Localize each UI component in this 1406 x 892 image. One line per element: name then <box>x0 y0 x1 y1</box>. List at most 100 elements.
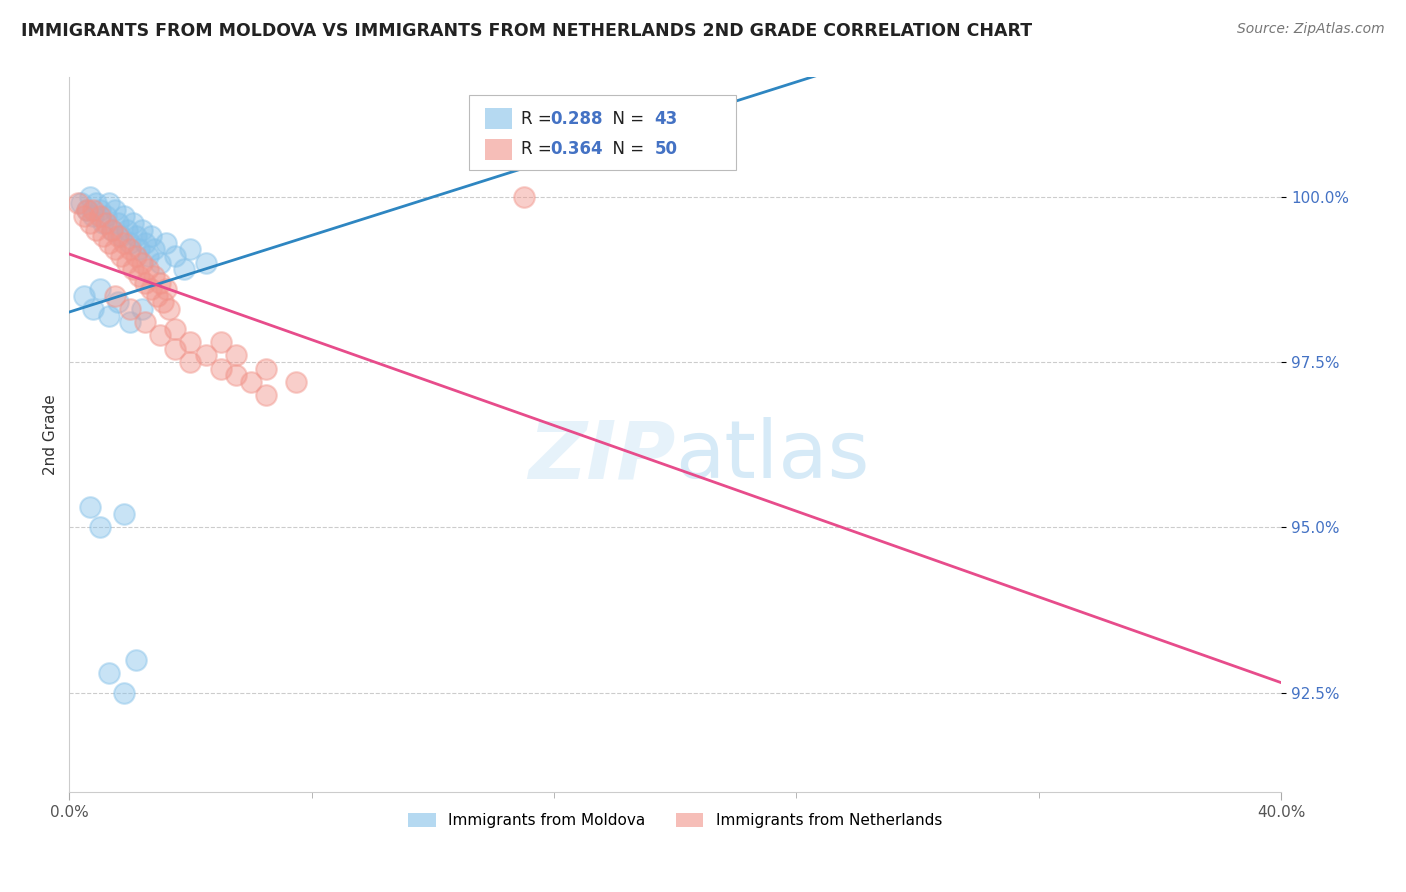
Point <box>100 222 122 236</box>
FancyBboxPatch shape <box>485 108 512 129</box>
Point <box>70 196 93 211</box>
Point <box>94 210 117 224</box>
Point <box>173 262 195 277</box>
Point <box>225 348 247 362</box>
Point <box>149 276 172 290</box>
Point <box>136 262 159 277</box>
Point <box>91 216 114 230</box>
Point <box>110 229 132 244</box>
Point <box>131 255 153 269</box>
Point <box>146 289 169 303</box>
Point <box>136 249 159 263</box>
Point <box>89 210 111 224</box>
Point <box>118 315 141 329</box>
Point <box>165 249 187 263</box>
Point <box>112 210 135 224</box>
Text: IMMIGRANTS FROM MOLDOVA VS IMMIGRANTS FROM NETHERLANDS 2ND GRADE CORRELATION CHA: IMMIGRANTS FROM MOLDOVA VS IMMIGRANTS FR… <box>21 22 1032 40</box>
Point <box>104 202 127 217</box>
Point <box>79 500 101 515</box>
Point <box>152 295 174 310</box>
Point <box>179 355 201 369</box>
Point <box>121 216 143 230</box>
Point <box>91 229 114 244</box>
Point <box>89 282 111 296</box>
Text: N =: N = <box>602 110 650 128</box>
Point <box>131 222 153 236</box>
Point <box>121 262 143 277</box>
Point <box>125 229 148 244</box>
Point <box>149 255 172 269</box>
Point <box>285 375 308 389</box>
Point <box>165 342 187 356</box>
Point <box>112 507 135 521</box>
Point <box>118 235 141 250</box>
Text: 0.288: 0.288 <box>550 110 603 128</box>
Point <box>100 222 122 236</box>
Point <box>155 235 177 250</box>
Text: N =: N = <box>602 140 650 158</box>
Point <box>94 216 117 230</box>
Point <box>254 361 277 376</box>
Point <box>104 243 127 257</box>
Point <box>512 189 534 203</box>
Point <box>155 282 177 296</box>
Point <box>254 388 277 402</box>
Point <box>179 243 201 257</box>
Point <box>115 255 138 269</box>
Text: R =: R = <box>522 140 557 158</box>
Point <box>165 322 187 336</box>
Text: 50: 50 <box>655 140 678 158</box>
Text: atlas: atlas <box>675 417 869 495</box>
Point <box>76 202 98 217</box>
Point <box>240 375 263 389</box>
Point <box>143 268 166 283</box>
Point <box>125 653 148 667</box>
Point <box>143 243 166 257</box>
Point <box>97 665 120 680</box>
FancyBboxPatch shape <box>470 95 735 170</box>
Y-axis label: 2nd Grade: 2nd Grade <box>44 394 58 475</box>
Point <box>209 361 232 376</box>
Point <box>79 189 101 203</box>
Point <box>97 196 120 211</box>
Point <box>73 210 96 224</box>
Text: 0.364: 0.364 <box>550 140 603 158</box>
Point <box>139 282 162 296</box>
Point <box>112 235 135 250</box>
Point <box>115 222 138 236</box>
Point <box>125 249 148 263</box>
Point <box>67 196 90 211</box>
Point <box>107 295 129 310</box>
Point <box>86 222 108 236</box>
Legend: Immigrants from Moldova, Immigrants from Netherlands: Immigrants from Moldova, Immigrants from… <box>402 807 948 834</box>
Point <box>209 334 232 349</box>
Point <box>131 301 153 316</box>
Point <box>225 368 247 383</box>
Text: R =: R = <box>522 110 557 128</box>
Point <box>128 243 150 257</box>
Point <box>134 235 156 250</box>
Point <box>112 686 135 700</box>
Point <box>134 315 156 329</box>
Point <box>118 301 141 316</box>
Point <box>139 229 162 244</box>
Point <box>82 202 104 217</box>
Point <box>110 249 132 263</box>
Text: Source: ZipAtlas.com: Source: ZipAtlas.com <box>1237 22 1385 37</box>
FancyBboxPatch shape <box>485 138 512 160</box>
Point <box>82 210 104 224</box>
Point <box>128 268 150 283</box>
Point <box>73 289 96 303</box>
Point <box>134 276 156 290</box>
Point <box>89 202 111 217</box>
Text: 43: 43 <box>655 110 678 128</box>
Point <box>107 216 129 230</box>
Point <box>97 309 120 323</box>
Point <box>76 202 98 217</box>
Point <box>89 520 111 534</box>
Point <box>97 235 120 250</box>
Point <box>82 301 104 316</box>
Point <box>179 334 201 349</box>
Point <box>118 243 141 257</box>
Text: ZIP: ZIP <box>527 417 675 495</box>
